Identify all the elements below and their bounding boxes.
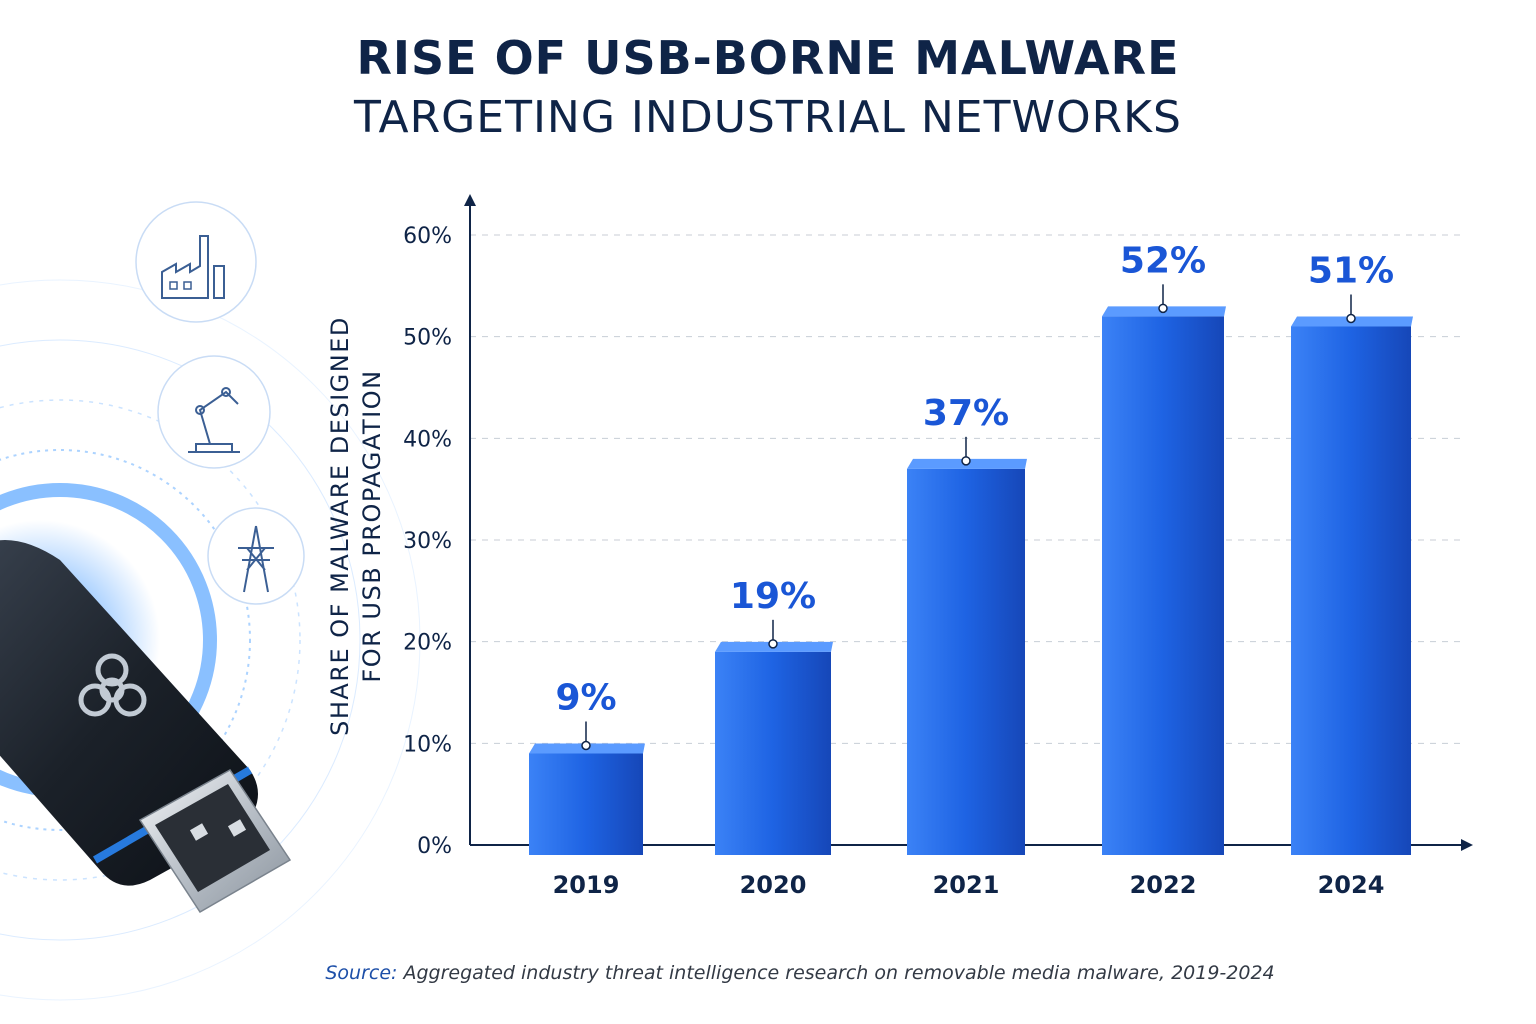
title-line-1: RISE OF USB-BORNE MALWARE [356,31,1180,85]
factory-icon [135,201,257,323]
y-tick-label: 40% [403,427,452,452]
source-note: Source: Aggregated industry threat intel… [0,962,1536,984]
x-tick-label: 2019 [553,871,620,899]
x-tick-label: 2022 [1130,871,1197,899]
value-label: 37% [923,393,1009,434]
source-text: Aggregated industry threat intelligence … [403,962,1275,984]
bar [1291,326,1411,855]
y-axis-label-line-1: SHARE OF MALWARE DESIGNED [326,316,354,736]
x-tick-label: 2024 [1318,871,1385,899]
value-label: 19% [730,576,816,617]
y-tick-label: 30% [403,529,452,554]
x-tick-label: 2021 [933,871,1000,899]
value-label: 51% [1308,251,1394,292]
usb-drive-icon [0,540,292,914]
bar [1102,316,1224,855]
x-axis-arrow [1461,839,1473,851]
bar [907,468,1025,855]
y-tick-label: 50% [403,326,452,351]
value-label: 52% [1120,240,1206,281]
power-tower-icon [207,507,305,605]
value-label: 9% [555,678,616,719]
bar [529,753,643,855]
value-dot [581,740,591,751]
title-line-2: TARGETING INDUSTRIAL NETWORKS [354,92,1182,143]
y-tick-label: 60% [403,224,452,249]
value-dot [1346,313,1356,324]
y-tick-label: 0% [417,834,452,859]
y-tick-label: 10% [403,732,452,757]
x-tick-label: 2020 [740,871,807,899]
y-axis-label: SHARE OF MALWARE DESIGNED FOR USB PROPAG… [324,291,388,761]
chart-title: RISE OF USB-BORNE MALWARE TARGETING INDU… [0,28,1536,148]
value-dot [768,639,778,649]
value-dot [961,456,971,466]
bar [715,651,831,855]
y-tick-label: 20% [403,631,452,656]
y-axis-label-line-2: FOR USB PROPAGATION [358,369,386,683]
biohazard-icon [78,653,147,717]
y-axis-arrow [464,194,476,206]
source-label: Source: [325,962,398,984]
robot-arm-icon [157,355,271,469]
value-dot [1158,303,1168,314]
